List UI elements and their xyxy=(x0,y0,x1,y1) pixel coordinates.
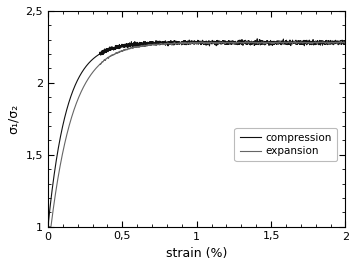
compression xyxy=(173,40,177,43)
expansion xyxy=(98,63,102,66)
Line: compression: compression xyxy=(48,39,345,227)
compression xyxy=(80,71,84,74)
compression xyxy=(46,225,50,228)
expansion xyxy=(80,89,84,92)
compression xyxy=(337,40,342,44)
expansion xyxy=(246,40,250,43)
expansion xyxy=(173,42,177,45)
compression xyxy=(160,41,164,44)
compression xyxy=(343,42,347,45)
expansion xyxy=(46,225,50,228)
Line: expansion: expansion xyxy=(48,42,345,227)
compression xyxy=(255,37,259,40)
Y-axis label: σ₁/σ₂: σ₁/σ₂ xyxy=(7,104,20,134)
compression xyxy=(98,52,102,56)
expansion xyxy=(337,41,342,44)
compression xyxy=(305,40,310,44)
Legend: compression, expansion: compression, expansion xyxy=(235,128,337,162)
X-axis label: strain (%): strain (%) xyxy=(166,247,227,260)
expansion xyxy=(343,41,347,44)
expansion xyxy=(305,41,310,44)
expansion xyxy=(160,42,164,46)
